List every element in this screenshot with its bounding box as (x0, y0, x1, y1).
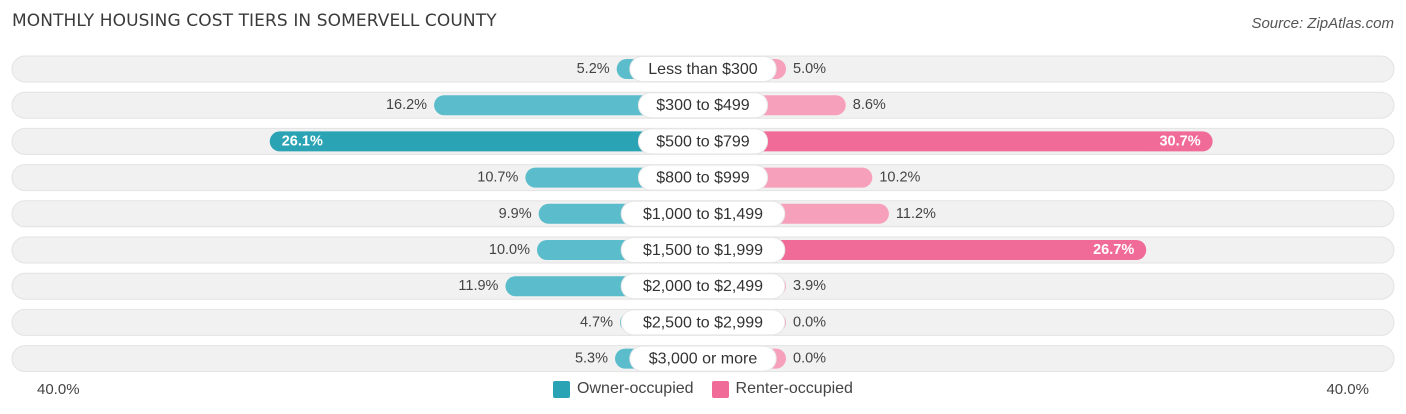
value-label-owner: 16.2% (386, 97, 427, 113)
bar-renter (703, 240, 1147, 260)
value-label-renter: 3.9% (793, 278, 826, 294)
legend-swatch-owner (553, 380, 571, 398)
value-label-owner: 4.7% (580, 314, 613, 330)
category-label: Less than $300 (648, 61, 758, 78)
value-label-renter: 8.6% (853, 97, 886, 113)
value-label-owner: 26.1% (282, 133, 323, 149)
category-pill (629, 345, 777, 372)
bar-owner (269, 131, 703, 152)
category-pill (637, 128, 769, 155)
legend-swatch-renter (711, 380, 729, 398)
category-label: $1,000 to $1,499 (643, 206, 763, 223)
legend-item-renter[interactable]: Renter-occupied (711, 380, 853, 398)
category-label: $3,000 or more (649, 351, 758, 368)
category-label: $500 to $799 (656, 133, 750, 150)
category-pill (620, 273, 786, 300)
value-label-renter: 0.0% (793, 351, 826, 367)
category-label: $2,000 to $2,499 (643, 278, 763, 295)
value-label-owner: 5.3% (575, 351, 608, 367)
value-label-renter: 0.0% (793, 314, 826, 330)
category-pill (620, 200, 786, 227)
chart-title: MONTHLY HOUSING COST TIERS IN SOMERVELL … (12, 11, 497, 31)
category-pill (620, 309, 786, 336)
category-label: $300 to $499 (656, 97, 750, 114)
axis-left-label: 40.0% (37, 381, 80, 398)
value-label-owner: 5.2% (577, 61, 610, 77)
chart-source: Source: ZipAtlas.com (1251, 15, 1394, 32)
bar-owner (434, 95, 703, 116)
category-pill (629, 56, 777, 82)
legend-item-owner[interactable]: Owner-occupied (553, 380, 694, 398)
category-pill (637, 92, 769, 119)
value-label-owner: 11.9% (458, 278, 498, 294)
legend-label-owner: Owner-occupied (577, 380, 694, 397)
legend-label-renter: Renter-occupied (735, 380, 853, 397)
value-label-renter: 26.7% (1093, 242, 1134, 258)
category-label: $800 to $999 (656, 170, 750, 187)
legend: Owner-occupied Renter-occupied (0, 380, 1406, 398)
axis-right-label: 40.0% (1326, 381, 1369, 398)
value-label-renter: 10.2% (879, 170, 920, 186)
value-label-renter: 30.7% (1159, 133, 1200, 149)
category-label: $2,500 to $2,999 (643, 314, 763, 331)
value-label-owner: 9.9% (499, 206, 532, 222)
bar-renter (703, 131, 1213, 152)
category-pill (620, 237, 786, 263)
value-label-owner: 10.7% (477, 170, 518, 186)
category-label: $1,500 to $1,999 (643, 242, 763, 259)
value-label-owner: 10.0% (489, 242, 530, 258)
value-label-renter: 5.0% (793, 61, 826, 77)
category-pill (637, 164, 769, 191)
value-label-renter: 11.2% (896, 206, 936, 222)
